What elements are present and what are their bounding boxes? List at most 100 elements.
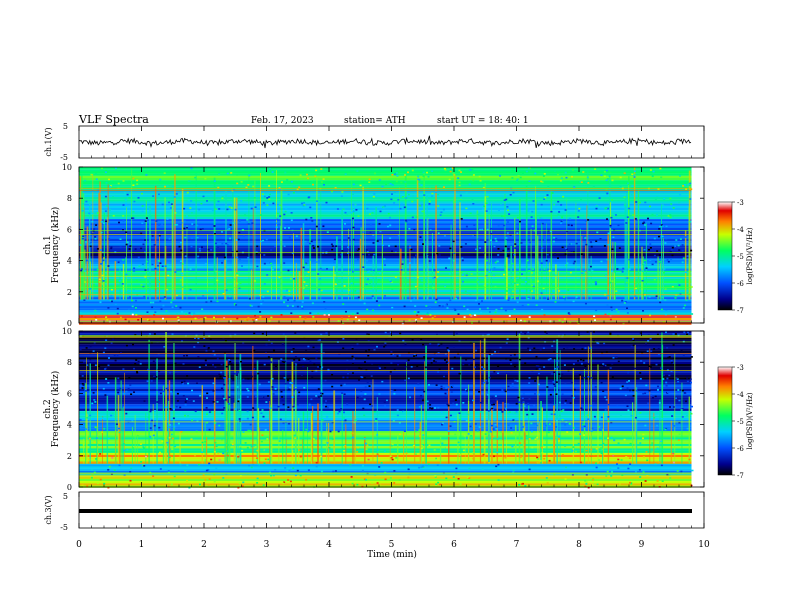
spectrogram-speckle: [223, 407, 226, 409]
spectrogram-speckle: [307, 358, 310, 360]
spectrogram-speckle: [659, 299, 662, 301]
spectrogram-speckle: [519, 176, 522, 179]
spectrogram-speckle: [479, 228, 482, 231]
spectrogram-speckle: [226, 450, 229, 452]
spectrogram-speckle: [283, 262, 286, 264]
spectrogram-sferic-streak: [476, 210, 479, 300]
spectrogram-speckle: [497, 372, 500, 374]
spectrogram-speckle: [421, 457, 424, 460]
spectrogram-speckle: [507, 209, 509, 212]
spectrogram-speckle: [177, 211, 180, 214]
spectrogram-speckle: [627, 467, 630, 470]
spectrogram-sferic-streak: [226, 403, 229, 464]
spectrogram-tone-line: [79, 287, 692, 288]
spectrogram-speckle: [452, 172, 455, 175]
spectrogram-band-strip: [79, 259, 692, 262]
spectrogram-speckle: [505, 290, 508, 292]
spectrogram-speckle: [529, 241, 531, 244]
spectrogram-speckle: [604, 207, 607, 210]
spectrogram-speckle: [505, 237, 508, 239]
spectrogram-speckle: [681, 408, 684, 410]
spectrogram-speckle: [393, 470, 396, 472]
spectrogram-speckle: [527, 347, 530, 350]
spectrogram-speckle: [639, 372, 642, 374]
spectrogram-speckle: [495, 426, 498, 429]
spectrogram-speckle: [309, 312, 312, 314]
spectrogram-speckle: [564, 399, 567, 402]
spectrogram-speckle: [136, 371, 139, 374]
spectrogram-speckle: [361, 469, 364, 472]
spectrogram-speckle: [539, 430, 542, 433]
spectrogram-speckle: [196, 236, 199, 239]
spectrogram-sferic-streak: [316, 177, 318, 300]
spectrogram-speckle: [530, 216, 533, 218]
spectrogram-speckle: [92, 350, 95, 352]
spectrogram-speckle: [218, 208, 221, 210]
spectrogram-speckle: [299, 316, 302, 318]
spectrogram-speckle: [527, 210, 530, 212]
spectrogram-speckle: [256, 449, 259, 452]
spectrogram-tone-line: [79, 337, 692, 338]
spectrogram-speckle: [514, 412, 517, 414]
spectrogram-speckle: [458, 181, 461, 184]
spectrogram-speckle: [106, 204, 109, 207]
spectrogram-speckle: [186, 398, 188, 400]
spectrogram-speckle: [548, 270, 551, 272]
spectrogram-speckle: [346, 376, 349, 379]
spectrogram-speckle: [246, 219, 249, 221]
spectrogram-speckle: [326, 442, 329, 444]
spectrogram-sferic-streak: [483, 338, 486, 464]
spectrogram-sferic-streak: [82, 193, 85, 300]
spectrogram-speckle: [676, 470, 679, 472]
spectrogram-speckle: [573, 483, 576, 486]
spectrogram-speckle: [554, 253, 556, 255]
spectrogram-speckle: [311, 279, 314, 282]
spectrogram-speckle: [302, 266, 305, 269]
spectrogram-speckle: [430, 408, 433, 410]
spectrogram-speckle: [571, 473, 574, 476]
spectrogram-speckle: [445, 361, 448, 363]
spectrogram-speckle: [369, 282, 371, 285]
spectrogram-speckle: [365, 369, 368, 371]
spectrogram-speckle: [472, 399, 474, 402]
spectrogram-speckle: [223, 376, 226, 378]
spectrogram-speckle: [472, 358, 475, 361]
spectrogram-speckle: [256, 482, 259, 484]
spectrogram-speckle: [672, 362, 675, 364]
spectrogram-speckle: [187, 199, 190, 202]
spectrogram-speckle: [161, 438, 164, 440]
spectrogram-speckle: [94, 236, 97, 238]
spectrogram-speckle: [290, 219, 293, 222]
spectrogram-speckle: [519, 277, 522, 279]
spectrogram-speckle: [639, 412, 642, 414]
spectrogram-speckle: [114, 251, 117, 253]
spectrogram-speckle: [317, 312, 320, 315]
spectrogram-speckle: [356, 343, 359, 346]
spectrogram-speckle: [537, 421, 539, 424]
spectrogram-speckle: [282, 403, 285, 406]
spectrogram-speckle: [545, 259, 548, 262]
spectrogram-sferic-streak: [96, 426, 98, 464]
spectrogram-speckle: [125, 344, 128, 347]
spectrogram-sferic-streak: [145, 200, 147, 300]
spectrogram-speckle: [540, 203, 543, 206]
spectrogram-speckle: [404, 341, 407, 344]
spectrogram-speckle: [320, 181, 323, 183]
spectrogram-speckle: [511, 262, 514, 265]
spectrogram-sferic-streak: [555, 264, 557, 300]
spectrogram-speckle: [660, 464, 663, 467]
spectrogram-speckle: [572, 300, 575, 303]
spectrogram-speckle: [507, 299, 510, 301]
spectrogram-speckle: [158, 370, 161, 373]
spectrogram-speckle: [428, 444, 431, 447]
spectrogram-speckle: [79, 244, 82, 246]
spectrogram-speckle: [147, 368, 150, 371]
spectrogram-speckle: [351, 436, 354, 439]
spectrogram-sferic-streak: [510, 245, 512, 300]
spectrogram-sferic-streak: [85, 383, 87, 464]
spectrogram-speckle: [684, 377, 687, 380]
spectrogram-speckle: [215, 242, 217, 245]
spectrogram-speckle: [119, 316, 122, 319]
spectrogram-speckle: [651, 213, 654, 216]
spectrogram-speckle: [505, 358, 508, 360]
